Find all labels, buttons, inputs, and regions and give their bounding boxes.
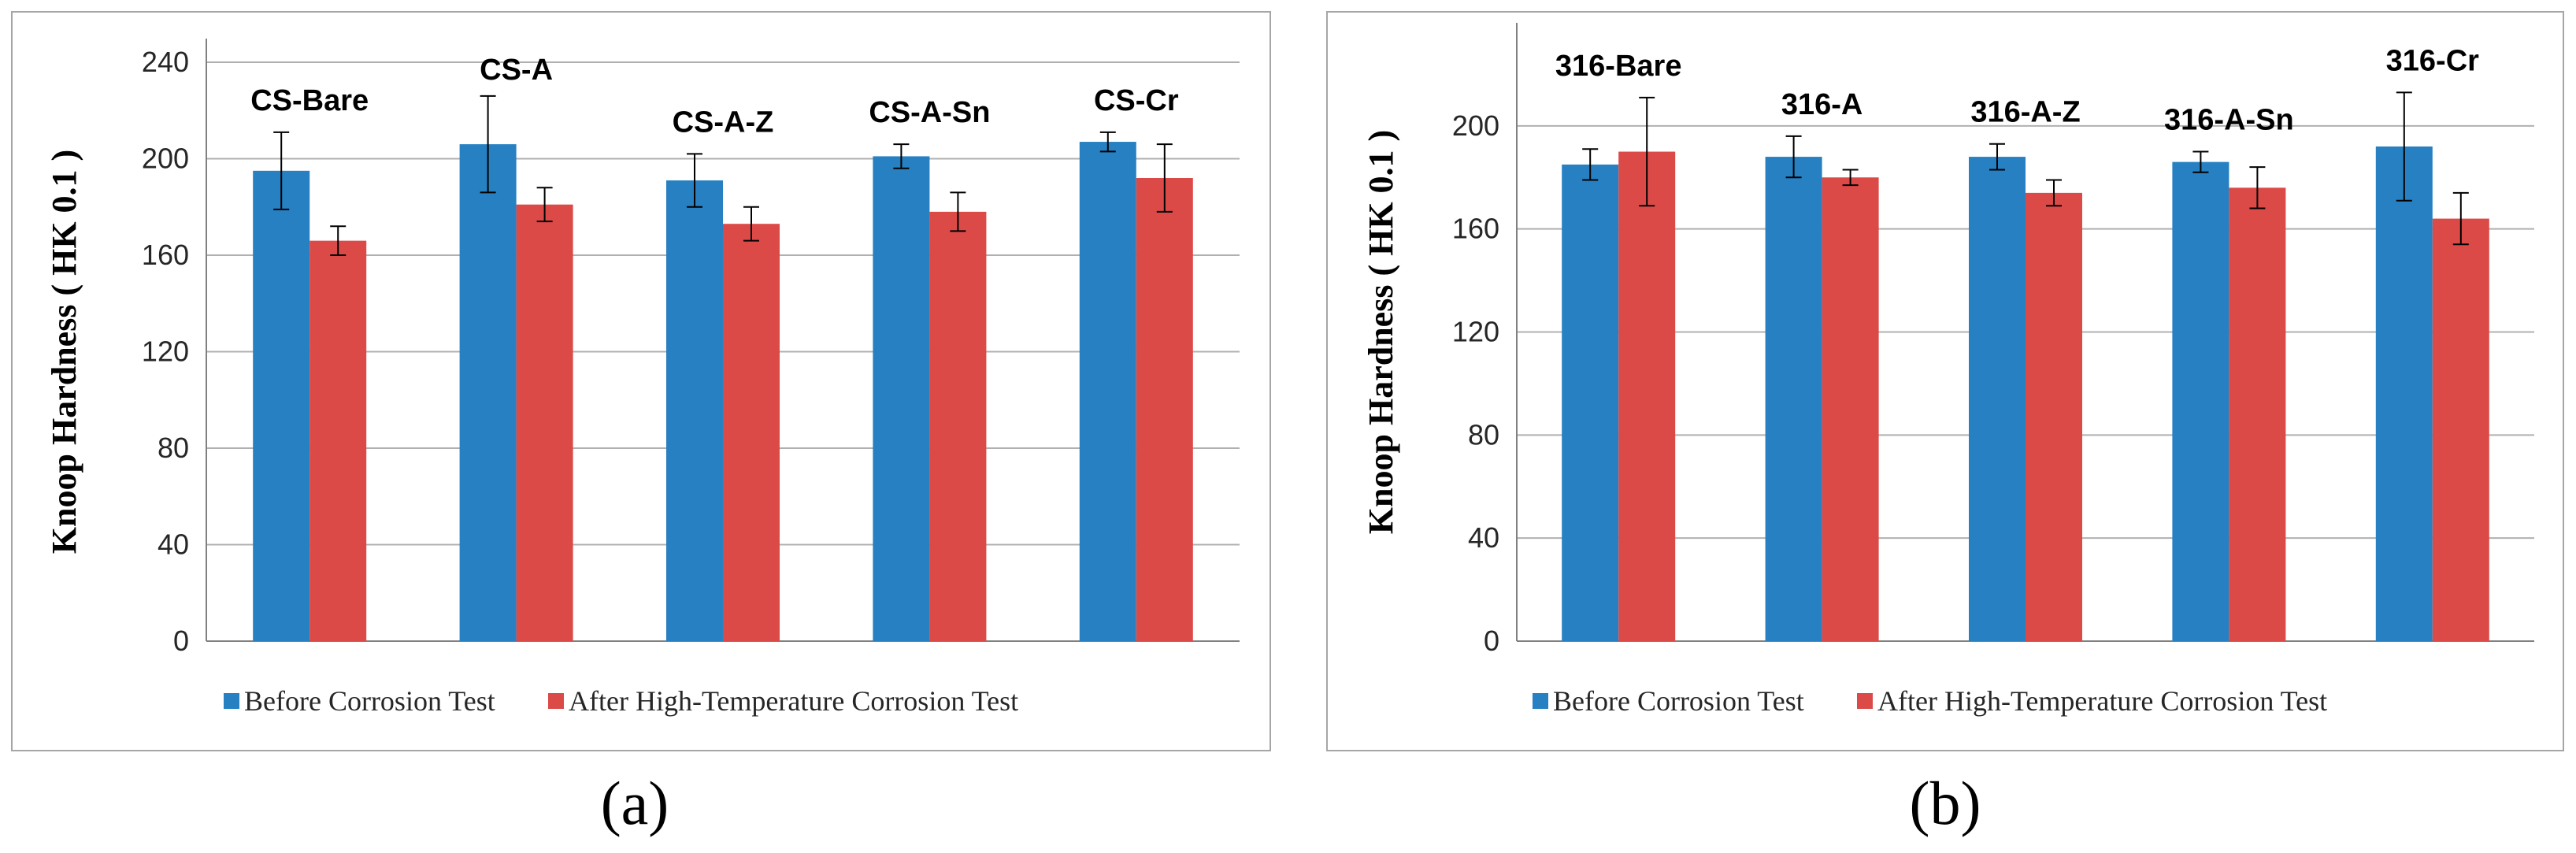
y-tick-label: 160: [1452, 213, 1499, 245]
bar: [929, 211, 987, 641]
bar: [873, 156, 930, 641]
bar: [1562, 164, 1619, 642]
bar: [516, 204, 573, 641]
bar: [1969, 157, 2026, 642]
legend-swatch: [1533, 693, 1548, 709]
category-label: CS-A-Z: [673, 106, 774, 139]
bar: [2026, 192, 2082, 641]
category-label: 316-A-Z: [1970, 96, 2080, 129]
legend-label: After High-Temperature Corrosion Test: [569, 685, 1018, 717]
bar: [2432, 218, 2489, 641]
y-tick-label: 0: [1484, 625, 1499, 657]
category-label: 316-A-Sn: [2164, 104, 2294, 137]
category-label: CS-A-Sn: [869, 96, 990, 129]
category-label: 316-Bare: [1555, 50, 1682, 83]
y-tick-label: 200: [142, 143, 189, 175]
y-tick-label: 240: [142, 46, 189, 78]
y-tick-label: 120: [142, 336, 189, 368]
category-label: 316-Cr: [2386, 44, 2479, 77]
category-label: CS-A: [480, 54, 553, 87]
y-tick-label: 40: [1468, 521, 1499, 554]
legend-label: After High-Temperature Corrosion Test: [1877, 685, 2327, 717]
y-tick-label: 40: [158, 528, 189, 561]
bar: [666, 180, 723, 641]
category-label: CS-Bare: [250, 84, 369, 117]
chart-panel-a: 0 40 80 120 160 200 240 Knoop Hardness ( HK 0.1…: [11, 11, 1271, 751]
legend-swatch: [548, 693, 564, 709]
legend-label: Before Corrosion Test: [244, 685, 495, 717]
bar: [1079, 142, 1136, 641]
y-tick-label: 80: [1468, 418, 1499, 451]
y-tick-label: 120: [1452, 316, 1499, 348]
bar: [253, 170, 310, 641]
y-axis-title: Knoop Hardness ( HK 0.1 ): [45, 150, 83, 554]
bar: [1136, 178, 1193, 641]
y-tick-label: 200: [1452, 109, 1499, 142]
bar: [309, 240, 367, 641]
bar: [459, 144, 517, 641]
bar: [2375, 146, 2433, 641]
bar: [2172, 161, 2229, 641]
bar: [1822, 177, 1879, 641]
chart-panel-b: 0 40 80 120 160 200 Knoop Hardness ( HK 0.1 ) 3…: [1326, 11, 2564, 751]
bar: [2229, 187, 2286, 642]
bar: [1765, 157, 1822, 642]
legend-swatch: [224, 693, 239, 709]
y-axis-title: Knoop Hardness ( HK 0.1 ): [1362, 130, 1400, 534]
y-tick-label: 80: [158, 432, 189, 464]
bar: [1618, 151, 1676, 641]
chart-a: 0 40 80 120 160 200 240 Knoop Hardness ( HK 0.1…: [45, 39, 1240, 717]
category-label: 316-A: [1781, 88, 1863, 121]
bar: [723, 224, 780, 641]
y-tick-label: 0: [173, 625, 189, 657]
legend-label: Before Corrosion Test: [1553, 685, 1804, 717]
y-tick-label: 160: [142, 239, 189, 271]
category-label: CS-Cr: [1094, 84, 1179, 117]
panel-label-a: (a): [600, 769, 669, 837]
panel-label-b: (b): [1909, 769, 1981, 837]
chart-b: 0 40 80 120 160 200 Knoop Hardness ( HK 0.1 ) 3…: [1362, 23, 2534, 717]
legend-swatch: [1857, 693, 1873, 709]
